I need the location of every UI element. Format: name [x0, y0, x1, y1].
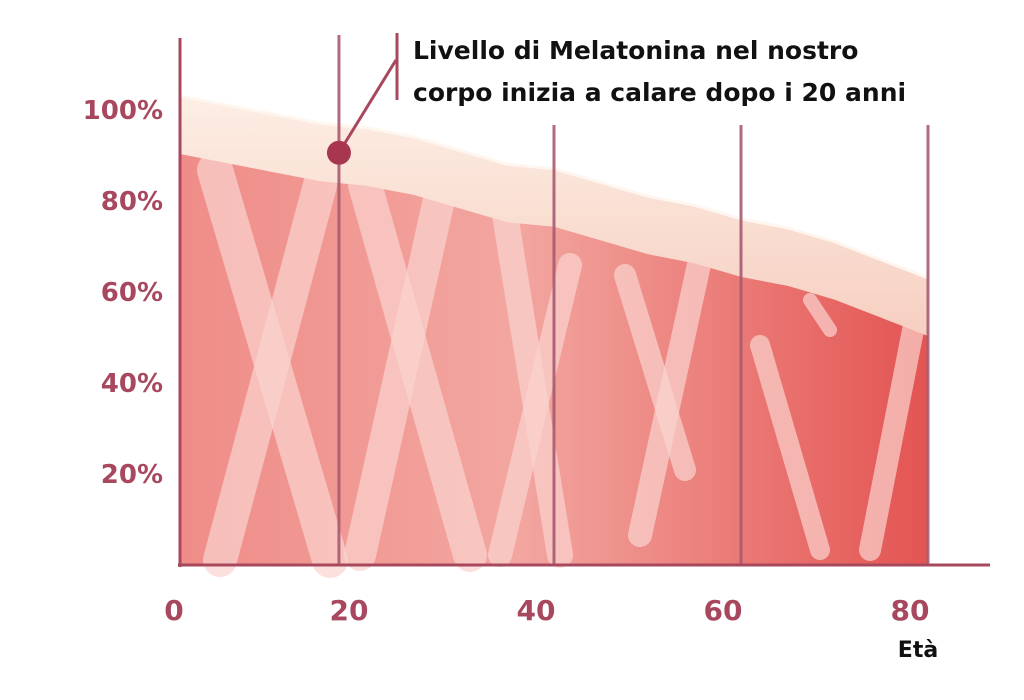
- x-tick-label: 20: [330, 594, 369, 627]
- x-tick-label: 40: [517, 594, 556, 627]
- fiber-strand: [628, 248, 712, 547]
- fiber-strand: [803, 293, 837, 337]
- fiber-strand: [614, 264, 696, 481]
- fiber-strand: [859, 309, 926, 561]
- x-tick-label: 80: [891, 594, 930, 627]
- y-tick-label: 60%: [101, 278, 163, 308]
- fiber-strand: [203, 168, 337, 577]
- y-tick-label: 80%: [101, 187, 163, 217]
- decorative-fibers: [197, 152, 926, 578]
- y-tick-label: 20%: [101, 460, 163, 490]
- highlight-point: [326, 140, 351, 165]
- y-tick-labels: 20% 40% 60% 80% 100%: [83, 96, 163, 490]
- x-tick-label: 60: [704, 594, 743, 627]
- y-tick-label: 100%: [83, 96, 163, 126]
- fiber-strand: [488, 253, 582, 567]
- fiber-strand: [344, 179, 456, 571]
- y-tick-label: 40%: [101, 369, 163, 399]
- fiber-strand: [750, 335, 830, 560]
- annotation-line-2: corpo inizia a calare dopo i 20 anni: [413, 78, 906, 107]
- x-axis-label: Età: [898, 638, 938, 663]
- vertical-gridlines: [337, 35, 930, 565]
- annotation-leader-line: [337, 59, 398, 154]
- x-tick-label: 0: [164, 594, 183, 627]
- x-tick-labels: 0 20 40 60 80: [164, 594, 929, 627]
- annotation-line-1: Livello di Melatonina nel nostro: [413, 36, 858, 65]
- axes: [178, 38, 990, 567]
